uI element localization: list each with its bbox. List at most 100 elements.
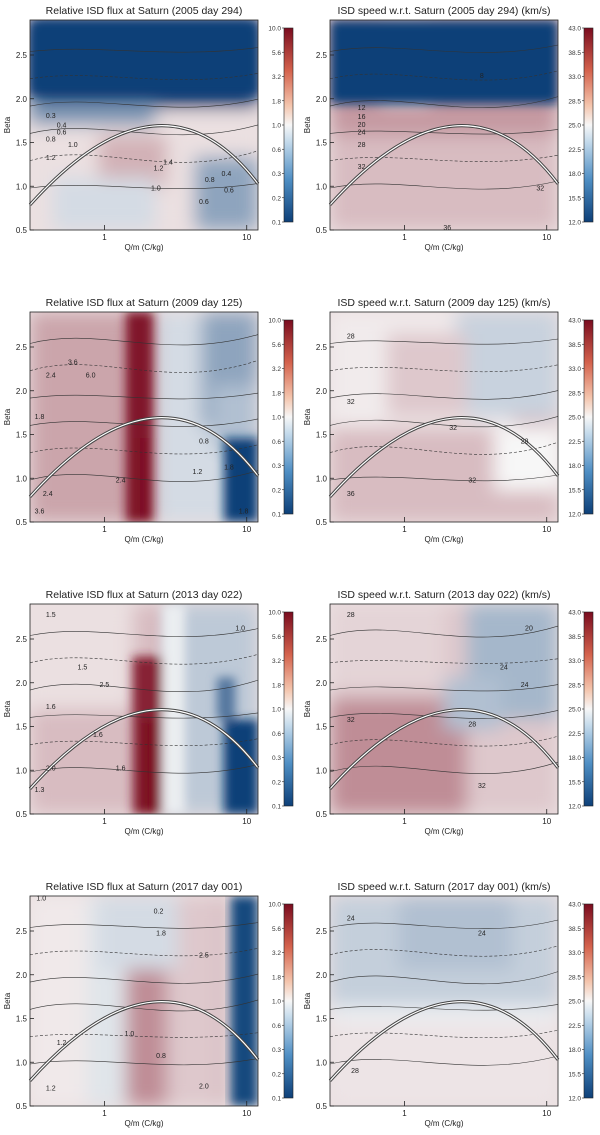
y-axis-label: Beta	[303, 116, 312, 133]
contour-lines	[30, 628, 258, 774]
contour-line	[330, 129, 558, 135]
heatmap-blobs	[330, 604, 558, 814]
x-tick-label: 10	[242, 233, 251, 242]
heatmap-field	[330, 312, 558, 522]
chart-panel-8: ISD speed w.r.t. Saturn (2017 day 001) (…	[303, 881, 594, 1128]
colorbar-tick-label: 1.0	[272, 707, 281, 714]
x-axis-label: Q/m (C/kg)	[124, 243, 163, 252]
colorbar-tick-label: 28.5	[568, 390, 581, 397]
y-axis-label: Beta	[3, 992, 12, 1009]
heatmap-band	[139, 438, 149, 522]
heatmap-blobs	[330, 312, 558, 522]
colorbar-tick-label: 10.0	[268, 318, 281, 325]
colorbar-tick-label: 1.8	[272, 682, 281, 689]
y-tick-label: 1.0	[16, 474, 28, 483]
colorbar-tick-label: 25.0	[568, 123, 581, 130]
contour-label: 1.4	[163, 159, 173, 166]
contour-label: 24	[358, 130, 366, 137]
colorbar-tick-label: 25.0	[568, 707, 581, 714]
contour-line	[30, 98, 258, 108]
y-tick-label: 0.5	[16, 518, 28, 527]
colorbar-tick-label: 0.3	[272, 171, 281, 178]
contour-line	[330, 761, 558, 774]
colorbar-tick-label: 43.0	[568, 902, 581, 909]
x-axis-label: Q/m (C/kg)	[124, 1119, 163, 1128]
plot-frame	[329, 895, 559, 1107]
contour-label: 24	[347, 916, 355, 923]
y-tick-label: 2.5	[16, 51, 28, 60]
contour-label: 1.8	[35, 414, 45, 421]
colorbar-tick-label: 18.0	[568, 755, 581, 762]
contour-line	[30, 392, 258, 400]
contour-label: 1.3	[35, 787, 45, 794]
chart-panel-3: Relative ISD flux at Saturn (2009 day 12…	[3, 297, 294, 544]
colorbar	[583, 611, 594, 807]
contour-line	[30, 444, 258, 455]
x-tick-label: 10	[242, 817, 251, 826]
contour-label: 1.0	[235, 625, 245, 632]
contour-label: 32	[449, 425, 457, 432]
trajectory-curve-inner	[29, 125, 259, 206]
colorbar-tick-label: 43.0	[568, 610, 581, 617]
x-tick-label: 1	[102, 817, 107, 826]
panel-title: Relative ISD flux at Saturn (2017 day 00…	[46, 881, 243, 893]
y-tick-label: 2.0	[316, 679, 328, 688]
x-tick-label: 1	[402, 525, 407, 534]
colorbar	[583, 319, 594, 515]
colorbar-tick-label: 0.3	[272, 1047, 281, 1054]
colorbar-tick-label: 15.5	[568, 779, 581, 786]
y-tick-label: 1.0	[316, 474, 328, 483]
x-tick-label: 1	[102, 1109, 107, 1118]
heatmap-region	[30, 99, 156, 125]
contour-line	[330, 658, 558, 664]
y-tick-label: 2.5	[316, 51, 328, 60]
contour-line	[30, 360, 258, 373]
colorbar-tick-label: 0.6	[272, 439, 281, 446]
contour-label: 1.5	[46, 612, 56, 619]
colorbar-tick-label: 28.5	[568, 682, 581, 689]
colorbar-tick-label: 1.8	[272, 98, 281, 105]
colorbar	[283, 903, 294, 1099]
contour-label: 1.8	[239, 508, 249, 515]
heatmap-blobs	[330, 896, 558, 1106]
contour-line	[330, 919, 558, 929]
contour-label: 6.0	[86, 373, 96, 380]
y-tick-label: 1.5	[16, 1015, 28, 1024]
contour-lines	[330, 625, 558, 774]
colorbar-tick-label: 33.0	[568, 74, 581, 81]
contour-label: 36	[347, 491, 355, 498]
heatmap-field	[330, 604, 558, 814]
colorbar	[583, 903, 594, 1099]
contour-label: 0.4	[57, 123, 67, 130]
contour-label: 1.8	[156, 930, 166, 937]
x-tick-label: 1	[402, 1109, 407, 1118]
y-tick-label: 1.5	[16, 723, 28, 732]
contour-label: 8	[480, 73, 484, 80]
y-tick-label: 0.5	[316, 810, 328, 819]
contour-lines	[330, 919, 558, 1066]
colorbar-tick-label: 28.5	[568, 974, 581, 981]
contour-label: 28	[521, 438, 529, 445]
contour-line	[30, 470, 258, 482]
contour-line	[30, 628, 258, 637]
colorbar-tick-label: 33.0	[568, 950, 581, 957]
contour-line	[330, 625, 558, 638]
contour-label: 0.8	[205, 177, 215, 184]
colorbar-tick-label: 0.6	[272, 731, 281, 738]
contour-lines	[330, 44, 558, 190]
colorbar-tick-label: 1.0	[272, 123, 281, 130]
trajectory-curve-inner	[29, 1001, 259, 1082]
contour-line	[330, 416, 558, 428]
y-tick-label: 1.5	[316, 139, 328, 148]
y-tick-label: 1.5	[16, 139, 28, 148]
contour-line	[30, 124, 258, 136]
heatmap-band	[330, 20, 558, 104]
y-tick-label: 1.0	[16, 1058, 28, 1067]
contour-line	[30, 738, 258, 746]
x-axis-label: Q/m (C/kg)	[124, 827, 163, 836]
heatmap-bands	[330, 20, 558, 104]
colorbar-tick-label: 12.0	[568, 512, 581, 519]
colorbar-tick-label: 12.0	[568, 804, 581, 811]
y-tick-label: 2.0	[316, 95, 328, 104]
chart-panel-6: ISD speed w.r.t. Saturn (2013 day 022) (…	[303, 589, 594, 836]
